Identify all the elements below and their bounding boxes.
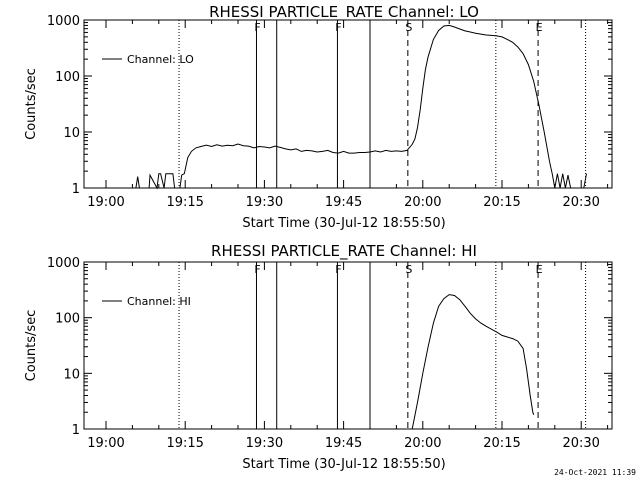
panel-1-y-tick-label: 1000 — [47, 14, 80, 29]
panel-2-x-tick-label: 19:15 — [166, 436, 203, 451]
panel-1-x-tick-label: 19:45 — [325, 195, 362, 210]
panel-1-x-tick-label: 19:15 — [166, 195, 203, 210]
panel-2-marker-label: S — [405, 263, 412, 276]
timestamp: 24-Oct-2021 11:39 — [554, 468, 636, 477]
panel-2-y-tick-label: 1 — [72, 423, 80, 438]
panel-2-title: RHESSI PARTICLE_RATE Channel: HI — [211, 242, 477, 261]
panel-2-marker-label: E — [536, 263, 543, 276]
panel-1-y-tick-label: 1 — [72, 182, 80, 197]
panel-2-legend-label: Channel: HI — [127, 295, 191, 308]
panel-2-y-tick-label: 100 — [55, 312, 80, 327]
panel-2-x-tick-label: 20:00 — [404, 436, 441, 451]
panel-1-y-tick-label: 10 — [63, 126, 80, 141]
panel-1-marker-label: F — [254, 21, 260, 34]
panel-2-x-axis-label: Start Time (30-Jul-12 18:55:50) — [242, 457, 445, 472]
panel-1-marker-label: F — [335, 21, 341, 34]
panel-1-title: RHESSI PARTICLE_RATE Channel: LO — [209, 3, 479, 22]
panel-2-marker-label: F — [335, 263, 341, 276]
panel-1-legend-label: Channel: LO — [127, 53, 194, 66]
panel-1-x-tick-label: 19:30 — [246, 195, 283, 210]
panel-2-y-axis-label: Counts/sec — [24, 310, 39, 382]
panel-1-x-axis-label: Start Time (30-Jul-12 18:55:50) — [242, 216, 445, 231]
panel-1-y-tick-label: 100 — [55, 70, 80, 85]
panel-2-y-tick-label: 1000 — [47, 256, 80, 271]
panel-2-series-line — [411, 294, 535, 430]
panel-1-series-line — [135, 24, 587, 190]
panel-1-x-tick-label: 19:00 — [87, 195, 124, 210]
panel-1-marker-label: E — [536, 21, 543, 34]
panel-1-x-tick-label: 20:00 — [404, 195, 441, 210]
panel-2-marker-label: F — [254, 263, 260, 276]
panel-2-x-tick-label: 19:30 — [246, 436, 283, 451]
panel-1-plot-frame — [83, 19, 613, 189]
panel-2-plot-frame — [83, 261, 613, 430]
panel-1-marker-label: S — [405, 21, 412, 34]
panel-1-x-tick-label: 20:15 — [483, 195, 520, 210]
panel-2-x-tick-label: 20:15 — [483, 436, 520, 451]
panel-2-x-tick-label: 20:30 — [562, 436, 599, 451]
panel-2-x-tick-label: 19:00 — [87, 436, 124, 451]
panel-1-y-axis-label: Counts/sec — [24, 68, 39, 140]
panel-2-y-tick-label: 10 — [63, 367, 80, 382]
panel-1-x-tick-label: 20:30 — [562, 195, 599, 210]
panel-2-x-tick-label: 19:45 — [325, 436, 362, 451]
